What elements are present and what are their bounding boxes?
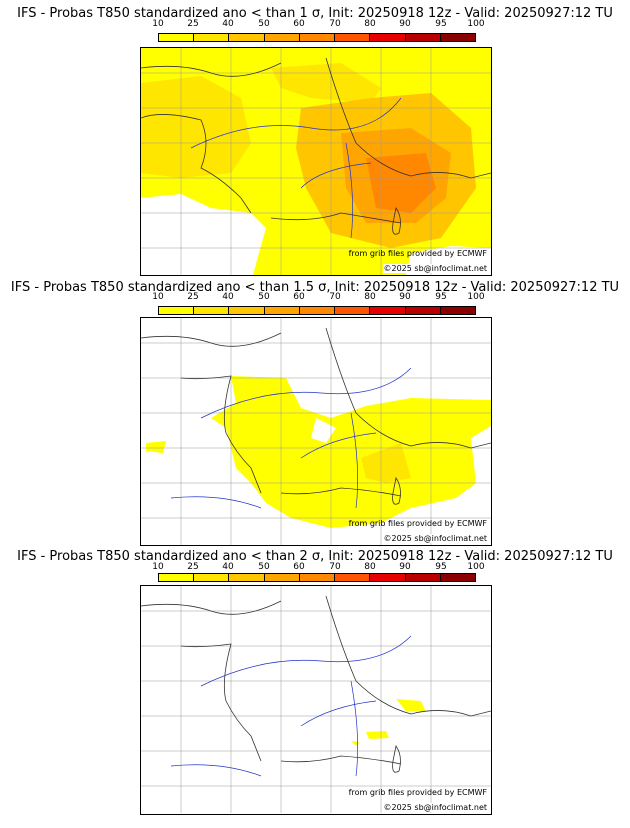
colorbar-segment — [370, 307, 406, 314]
colorbar-segment — [370, 34, 406, 41]
rivers — [170, 367, 412, 509]
colorbar-segment — [440, 307, 475, 314]
map-svg — [141, 318, 491, 545]
colorbar-segment — [335, 574, 371, 581]
colorbar-segment — [405, 34, 441, 41]
colorbar-tick: 60 — [293, 562, 305, 572]
colorbar-segment — [335, 34, 371, 41]
colorbar-tick: 100 — [467, 562, 485, 572]
colorbar — [158, 573, 476, 582]
colorbar-segment — [229, 307, 265, 314]
probability-map: from grib files provided by ECMWF ©2025 … — [140, 47, 492, 276]
colorbar-segment — [194, 574, 230, 581]
colorbar-tick: 10 — [152, 562, 164, 572]
colorbar-tick: 60 — [293, 19, 305, 29]
probability-map: from grib files provided by ECMWF ©2025 … — [140, 585, 492, 815]
colorbar-tick: 90 — [399, 292, 411, 302]
colorbar-tick: 25 — [187, 19, 199, 29]
colorbar-tick: 10 — [152, 292, 164, 302]
colorbar-segment — [370, 574, 406, 581]
colorbar-segment — [159, 34, 195, 41]
colorbar-tick: 40 — [222, 292, 234, 302]
colorbar-tick: 100 — [467, 292, 485, 302]
colorbar-segment — [299, 34, 336, 41]
colorbar-tick: 50 — [258, 292, 270, 302]
colorbar-labels: 10 25 40 50 60 70 80 90 95 100 — [152, 19, 484, 31]
credit-source: from grib files provided by ECMWF — [348, 788, 487, 797]
colorbar-tick: 90 — [399, 19, 411, 29]
prob-area-25 — [361, 443, 411, 483]
colorbar-tick: 50 — [258, 19, 270, 29]
colorbar-tick: 70 — [329, 19, 341, 29]
colorbar-tick: 25 — [187, 562, 199, 572]
colorbar-segment — [440, 34, 475, 41]
map-svg — [141, 48, 491, 275]
colorbar-segment — [299, 307, 336, 314]
colorbar-segment — [440, 574, 475, 581]
colorbar-tick: 80 — [364, 292, 376, 302]
prob-area-10-east — [396, 699, 426, 712]
panel-1-sigma: IFS - Probas T850 standardized ano < tha… — [0, 0, 630, 276]
colorbar-segment — [229, 34, 265, 41]
colorbar-segment — [159, 307, 195, 314]
colorbar-tick: 95 — [435, 562, 447, 572]
colorbar-segment — [264, 574, 300, 581]
credit-source: from grib files provided by ECMWF — [348, 519, 487, 528]
colorbar-segment — [194, 34, 230, 41]
colorbar-segment — [405, 574, 441, 581]
colorbar-segment — [264, 307, 300, 314]
rivers — [190, 97, 402, 239]
colorbar-tick: 95 — [435, 19, 447, 29]
prob-area-10-south — [366, 731, 389, 739]
admin-boundaries — [141, 586, 491, 813]
colorbar-segment — [229, 574, 265, 581]
borders-coastlines — [141, 57, 491, 235]
colorbar-tick: 70 — [329, 562, 341, 572]
prob-area-25-west — [141, 76, 251, 178]
colorbar-tick: 40 — [222, 19, 234, 29]
colorbar-labels: 10 25 40 50 60 70 80 90 95 100 — [152, 562, 484, 574]
credit-source: from grib files provided by ECMWF — [348, 249, 487, 258]
panel-title: IFS - Probas T850 standardized ano < tha… — [10, 280, 620, 295]
credit-copyright: ©2025 sb@infoclimat.net — [382, 264, 488, 273]
panel-1-5-sigma: IFS - Probas T850 standardized ano < tha… — [0, 270, 630, 546]
colorbar-tick: 25 — [187, 292, 199, 302]
prob-area-10-islet — [146, 441, 166, 453]
no-prob-gap — [311, 418, 336, 443]
rivers — [170, 635, 412, 777]
borders-coastlines — [141, 595, 491, 773]
credit-copyright: ©2025 sb@infoclimat.net — [382, 534, 488, 543]
panel-2-sigma: IFS - Probas T850 standardized ano < tha… — [0, 540, 630, 816]
colorbar-tick: 95 — [435, 292, 447, 302]
colorbar — [158, 33, 476, 42]
panel-title: IFS - Probas T850 standardized ano < tha… — [17, 549, 613, 564]
colorbar-tick: 70 — [329, 292, 341, 302]
colorbar-tick: 50 — [258, 562, 270, 572]
colorbar-segment — [194, 307, 230, 314]
prob-area-10-dot — [351, 741, 359, 746]
colorbar-segment — [299, 574, 336, 581]
credit-copyright: ©2025 sb@infoclimat.net — [382, 803, 488, 812]
colorbar-tick: 90 — [399, 562, 411, 572]
colorbar-segment — [264, 34, 300, 41]
colorbar-tick: 60 — [293, 292, 305, 302]
colorbar-segment — [159, 574, 195, 581]
admin-boundaries — [141, 48, 491, 275]
map-svg — [141, 586, 491, 813]
colorbar-segment — [335, 307, 371, 314]
panel-title: IFS - Probas T850 standardized ano < tha… — [17, 6, 613, 21]
colorbar-tick: 80 — [364, 562, 376, 572]
colorbar-labels: 10 25 40 50 60 70 80 90 95 100 — [152, 292, 484, 304]
colorbar-tick: 40 — [222, 562, 234, 572]
no-prob-area-southwest — [141, 194, 266, 275]
probability-map: from grib files provided by ECMWF ©2025 … — [140, 317, 492, 546]
colorbar-tick: 10 — [152, 19, 164, 29]
borders-coastlines — [141, 327, 491, 505]
prob-area-60 — [366, 153, 436, 213]
admin-boundaries — [141, 318, 491, 545]
colorbar — [158, 306, 476, 315]
colorbar-tick: 80 — [364, 19, 376, 29]
colorbar-segment — [405, 307, 441, 314]
colorbar-tick: 100 — [467, 19, 485, 29]
